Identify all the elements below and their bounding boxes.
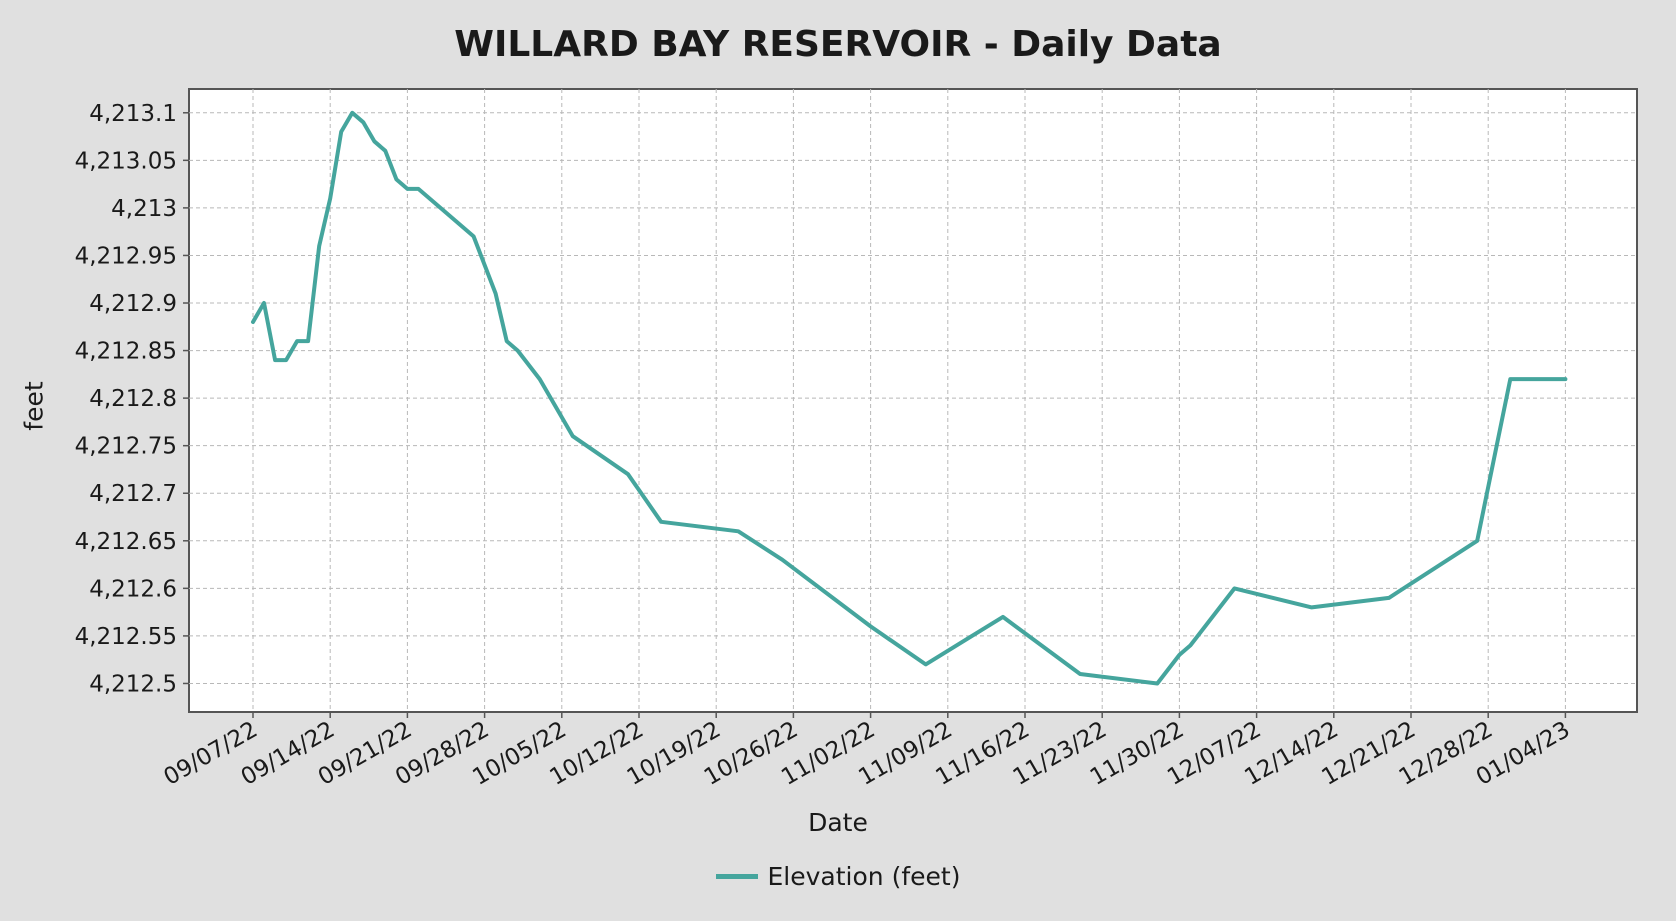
y-tick-label: 4,212.55 xyxy=(75,624,177,650)
y-axis-ticks: 4,212.5 4,212.55 4,212.6 4,212.65 4,212.7 4,2… xyxy=(75,101,189,697)
legend-label: Elevation (feet) xyxy=(767,862,961,891)
y-tick-label: 4,212.8 xyxy=(89,386,177,412)
y-tick-label: 4,212.9 xyxy=(89,291,177,317)
legend: Elevation (feet) xyxy=(0,862,1676,891)
legend-swatch xyxy=(715,874,758,879)
y-tick-label: 4,212.85 xyxy=(75,339,177,365)
series-line-elevation xyxy=(251,110,1568,686)
chart-title: WILLARD BAY RESERVOIR - Daily Data xyxy=(454,24,1222,65)
x-axis-label: Date xyxy=(808,808,868,837)
y-tick-label: 4,212.6 xyxy=(89,576,177,602)
y-tick-label: 4,212.95 xyxy=(75,243,177,269)
y-tick-label: 4,213 xyxy=(111,196,177,222)
plot-area xyxy=(188,88,1638,713)
y-tick-label: 4,212.5 xyxy=(89,671,177,697)
y-tick-label: 4,212.65 xyxy=(75,529,177,555)
grid-lines xyxy=(189,89,1637,712)
x-axis-ticks: 09/07/2209/14/2209/21/2209/28/2210/05/22… xyxy=(160,712,1574,791)
y-tick-label: 4,213.05 xyxy=(75,148,177,174)
y-axis-label: feet xyxy=(19,381,49,431)
series-layer xyxy=(251,110,1568,686)
y-tick-label: 4,212.75 xyxy=(75,434,177,460)
y-tick-label: 4,213.1 xyxy=(89,101,177,127)
y-tick-label: 4,212.7 xyxy=(89,481,177,507)
